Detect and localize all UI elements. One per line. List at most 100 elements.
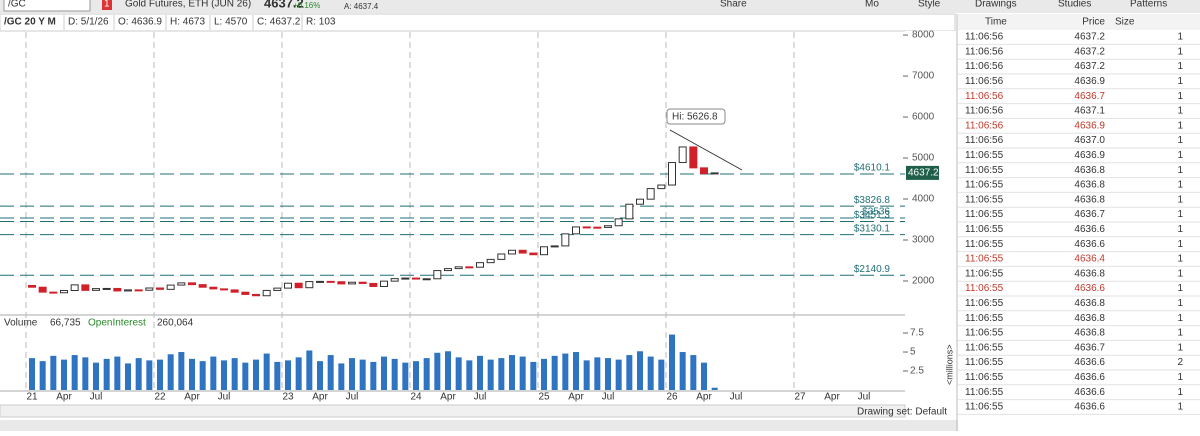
y-tick-label: 7000 [912, 71, 935, 82]
candle [390, 278, 399, 282]
size-cell: 1 [1177, 328, 1183, 339]
candle [668, 162, 676, 186]
candle [337, 281, 346, 285]
price-cell: 4636.7 [1074, 342, 1105, 353]
badge-bg [102, 0, 112, 10]
volume-bar [210, 356, 217, 390]
toolbar-button[interactable]: Mo [865, 0, 879, 10]
badge: 1 [104, 0, 110, 10]
price-cell: 4637.2 [1074, 61, 1105, 72]
time-cell: 11:06:55 [965, 180, 1004, 191]
y-tick-label: 5 [910, 347, 916, 358]
volume-bar [605, 358, 611, 390]
y-tick-label: 3000 [912, 235, 935, 246]
candle [113, 287, 122, 292]
x-tick-label: Jul [730, 392, 743, 403]
time-cell: 11:06:55 [965, 387, 1004, 398]
time-cell: 11:06:55 [965, 150, 1004, 161]
oi-label: OpenInterest [88, 318, 146, 329]
volume-bar [647, 356, 654, 390]
column-header[interactable]: Size [1115, 17, 1135, 28]
size-cell: 1 [1177, 76, 1183, 87]
volume-bar [594, 357, 601, 390]
y-tick-label: 5000 [912, 153, 935, 164]
toolbar-button[interactable]: Share [720, 0, 747, 10]
price-cell: 4636.8 [1074, 313, 1105, 324]
last-label: 4637.2 [908, 168, 939, 179]
unit-label: <millions> [944, 344, 954, 385]
symbol[interactable]: /GC [8, 0, 26, 10]
x-tick-label: 23 [282, 392, 294, 403]
volume-bar [466, 360, 473, 390]
candle [518, 249, 527, 254]
toolbar-button[interactable]: Patterns [1130, 0, 1167, 10]
last-price: 4637.2 [264, 0, 304, 10]
candle [38, 286, 47, 293]
toolbar-button[interactable]: Drawings [975, 0, 1017, 10]
volume-bar [114, 356, 121, 390]
candle [422, 278, 431, 281]
volume-label: Volume [4, 318, 38, 329]
volume-bar [455, 357, 462, 390]
time-cell: 11:06:55 [965, 283, 1004, 294]
price-cell: 4636.9 [1074, 150, 1105, 161]
candle [326, 280, 335, 283]
price-cell: 4636.7 [1074, 91, 1105, 102]
symbol-box[interactable] [3, 0, 91, 12]
time-cell: 11:06:56 [965, 135, 1004, 146]
candle [689, 146, 698, 169]
volume-bar [423, 358, 430, 390]
y-tick-label: 8000 [912, 30, 935, 41]
x-tick-label: Jul [346, 392, 359, 403]
candle [636, 198, 644, 205]
size-cell: 1 [1177, 61, 1183, 72]
candle [540, 246, 548, 256]
candle [550, 245, 559, 248]
candle [49, 291, 58, 294]
time-cell: 11:06:55 [965, 372, 1004, 383]
volume-bar [306, 350, 313, 390]
volume-bar [413, 361, 419, 390]
column-header[interactable]: Time [985, 17, 1007, 28]
volume-bar [157, 359, 163, 390]
x-tick-label: 22 [154, 392, 166, 403]
candle [198, 284, 207, 288]
volume-bar [135, 358, 142, 390]
candle [230, 289, 239, 293]
y-tick-label: 6000 [912, 112, 935, 123]
time-cell: 11:06:55 [965, 254, 1004, 265]
candle [572, 226, 580, 235]
size-cell: 1 [1177, 91, 1183, 102]
volume-bar [711, 387, 718, 390]
candle [220, 288, 228, 291]
time-cell: 11:06:55 [965, 402, 1004, 413]
header-item: H: 4673 [170, 17, 205, 28]
volume-bar [274, 361, 281, 390]
candle [529, 252, 538, 256]
column-header[interactable]: Price [1082, 17, 1105, 28]
time-cell: 11:06:56 [965, 106, 1004, 117]
instrument-name: Gold Futures, ETH (JUN 26) [125, 0, 251, 10]
candle [465, 266, 474, 269]
toolbar-button[interactable]: Style [918, 0, 941, 10]
volume-bar [103, 358, 110, 390]
candle [614, 218, 623, 227]
price-cell: 4636.8 [1074, 180, 1105, 191]
time-cell: 11:06:56 [965, 32, 1004, 43]
x-tick-label: 26 [666, 392, 678, 403]
price-cell: 4636.6 [1074, 357, 1105, 368]
scrollbar[interactable] [0, 404, 906, 418]
toolbar-button[interactable]: Studies [1058, 0, 1091, 10]
time-cell: 11:06:55 [965, 239, 1004, 250]
candle [657, 184, 666, 190]
volume-value: 66,735 [50, 318, 81, 329]
time-cell: 11:06:55 [965, 342, 1004, 353]
hi-bubble [666, 108, 726, 125]
time-cell: 11:06:55 [965, 165, 1004, 176]
size-cell: 1 [1177, 46, 1183, 57]
size-cell: 1 [1177, 106, 1183, 117]
x-tick-label: Apr [696, 392, 712, 403]
volume-bar [189, 358, 195, 390]
candle [593, 226, 602, 229]
size-cell: 1 [1177, 313, 1183, 324]
